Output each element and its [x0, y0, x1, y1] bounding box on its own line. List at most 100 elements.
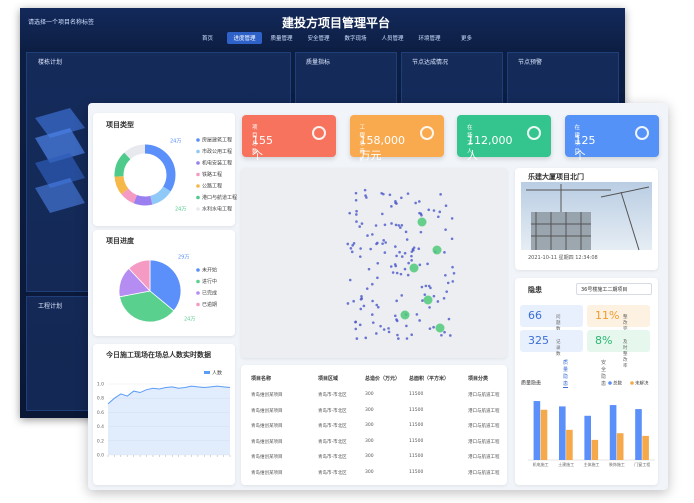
- table-cell: 300: [365, 454, 374, 459]
- table-card: [241, 365, 507, 485]
- map-marker: [400, 223, 404, 227]
- nav-tab[interactable]: 人员管理: [381, 36, 404, 42]
- bar: [635, 409, 642, 460]
- tab[interactable]: 安全隐患: [601, 360, 607, 387]
- header-bar: [20, 8, 625, 48]
- stat-icon: [419, 126, 434, 140]
- map-marker: [397, 337, 400, 340]
- map-marker: [382, 192, 385, 196]
- y-tick-label: 0.4: [97, 424, 104, 430]
- metric-label: 记录数: [556, 340, 561, 357]
- map-marker: [350, 250, 354, 254]
- y-tick-label: 0.0: [97, 453, 104, 459]
- map-marker: [428, 327, 432, 330]
- table-cell: 港口与航道工程: [468, 455, 500, 460]
- map-marker: [423, 293, 427, 296]
- nav-tab[interactable]: 安全管理: [307, 36, 330, 42]
- map-marker: [358, 225, 362, 228]
- map-marker: [440, 333, 443, 337]
- nav-tab[interactable]: 环境管理: [418, 36, 441, 42]
- map-marker: [432, 325, 435, 329]
- map-marker: [420, 213, 423, 217]
- map-marker: [381, 242, 384, 245]
- nav-tab[interactable]: 更多: [460, 36, 472, 42]
- legend-swatch: [196, 161, 200, 165]
- map-marker: [355, 213, 358, 216]
- card-title: 隐患: [528, 286, 542, 294]
- map-marker: [396, 333, 399, 337]
- map-marker: [438, 210, 442, 214]
- nav-tab[interactable]: 首页: [201, 36, 213, 42]
- map-marker: [418, 200, 421, 203]
- map-marker: [382, 328, 386, 331]
- map-marker: [376, 276, 379, 280]
- map-marker: [450, 237, 454, 241]
- x-tick-label: 主体施工: [584, 461, 600, 467]
- table-cell: 青岛维创某项目: [251, 408, 283, 414]
- nav-tab[interactable]: 数字现场: [344, 36, 367, 42]
- map-marker: [364, 194, 367, 197]
- x-tick-label: 门窗工程: [634, 461, 650, 467]
- map-marker: [391, 271, 395, 274]
- legend-swatch: [196, 207, 200, 211]
- line: [107, 385, 231, 405]
- bar: [540, 409, 548, 460]
- x-tick-label: 机电施工: [533, 461, 549, 467]
- donut-segment: [114, 144, 176, 206]
- map-marker: [444, 204, 448, 208]
- table-cell: 11500: [409, 423, 424, 428]
- legend-swatch: [196, 302, 200, 307]
- map-marker: [390, 205, 393, 208]
- table-cell: 青岛市-市北区: [318, 424, 347, 429]
- map-marker: [360, 222, 364, 225]
- legend-label: 市政公用工程: [202, 148, 232, 155]
- map-marker: [450, 217, 454, 220]
- legend-swatch: [196, 184, 200, 188]
- map-marker: [379, 324, 382, 328]
- table-header: 总造价（万元）: [365, 376, 401, 382]
- map-marker: [394, 223, 398, 227]
- table-cell: 青岛市-市北区: [318, 408, 347, 414]
- map-marker: [346, 242, 350, 246]
- map-marker: [367, 267, 371, 271]
- map-marker: [414, 201, 417, 205]
- map-marker: [410, 333, 414, 337]
- map-marker: [420, 285, 424, 289]
- panel-title: 节点预警: [518, 59, 543, 66]
- bar: [616, 433, 624, 460]
- map-marker: [387, 327, 390, 330]
- legend-swatch: [630, 381, 634, 385]
- map-marker: [370, 282, 374, 286]
- map-marker: [428, 306, 431, 309]
- bar: [584, 415, 591, 460]
- project-select[interactable]: 请选择一个项目名称标签: [28, 19, 95, 26]
- panel: [401, 52, 503, 112]
- map-marker: [371, 233, 374, 236]
- nav-tab[interactable]: 质量管理: [270, 36, 293, 42]
- table-header: 项目分类: [468, 376, 489, 382]
- map-marker: [412, 246, 416, 249]
- table-cell: 港口与航道工程: [468, 393, 500, 398]
- map-marker: [355, 337, 359, 340]
- table-cell: 300: [365, 423, 374, 428]
- project-dropdown[interactable]: 36号楼施工二期项目: [576, 283, 652, 295]
- nav-tab[interactable]: 进度管理: [227, 32, 262, 44]
- panel-title: 质量指标: [306, 59, 331, 66]
- tab[interactable]: 质量隐患: [563, 360, 569, 388]
- map-marker: [366, 234, 369, 237]
- map-marker: [348, 278, 352, 282]
- table-header: 项目区域: [318, 376, 339, 382]
- map-marker: [395, 318, 398, 321]
- map-marker: [394, 201, 397, 205]
- bar: [591, 439, 599, 460]
- metric-box: [520, 305, 583, 327]
- map-marker: [371, 321, 375, 324]
- x-tick-label: 土建施工: [558, 461, 574, 467]
- legend-label: 未开始: [202, 267, 217, 274]
- map-marker: [404, 230, 408, 234]
- table-cell: 青岛维创某项目: [251, 424, 283, 429]
- metric-box: [520, 330, 583, 352]
- map-marker: [418, 263, 422, 267]
- map-marker: [439, 193, 442, 196]
- table-cell: 11500: [409, 392, 424, 397]
